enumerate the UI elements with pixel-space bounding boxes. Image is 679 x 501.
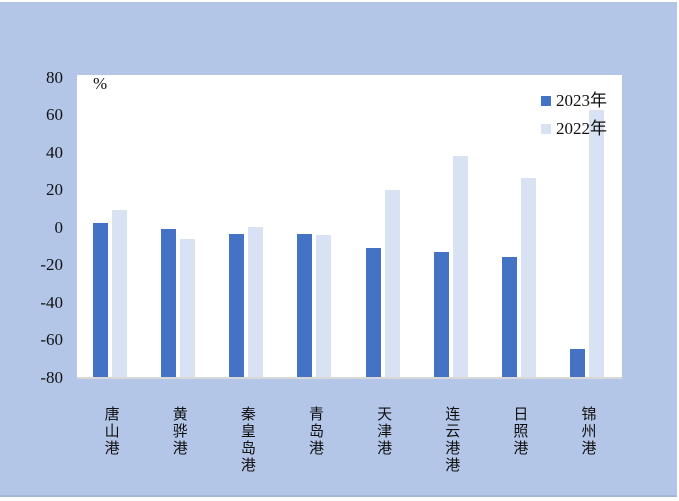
y-tick-label: 20 bbox=[46, 180, 63, 199]
legend-row-2023年: 2023年 bbox=[541, 87, 607, 115]
x-tick-label-天津港: 天津港 bbox=[375, 406, 392, 457]
bar-2023年-日照港 bbox=[501, 257, 517, 377]
bottom-border-line bbox=[0, 495, 679, 497]
y-tick-label: 0 bbox=[54, 217, 64, 237]
bar-2022年-青岛港 bbox=[316, 234, 332, 377]
bar-2023年-黄骅港 bbox=[161, 228, 177, 377]
bar-2022年-唐山港 bbox=[112, 210, 127, 377]
x-tick-label-连云港港: 连云港港 bbox=[443, 406, 460, 474]
x-tick-label-唐山港: 唐山港 bbox=[102, 406, 119, 457]
y-tick-label: 80 bbox=[46, 67, 63, 87]
bar-2022年-锦州港 bbox=[588, 109, 604, 377]
plot-area: % 2023年 2022年 bbox=[77, 75, 622, 379]
legend-row-2022年: 2022年 bbox=[541, 115, 607, 143]
bar-2022年-秦皇岛港 bbox=[248, 227, 264, 377]
legend-label: 2023年 bbox=[556, 91, 607, 110]
x-tick-label-锦州港: 锦州港 bbox=[579, 406, 596, 457]
bar-2023年-秦皇岛港 bbox=[229, 233, 245, 377]
bar-2023年-青岛港 bbox=[297, 233, 313, 377]
bar-2022年-日照港 bbox=[520, 178, 536, 377]
y-tick-label: -80 bbox=[40, 367, 63, 387]
x-tick-label-秦皇岛港: 秦皇岛港 bbox=[238, 406, 255, 474]
legend-swatch-icon bbox=[541, 96, 551, 106]
legend-swatch-icon bbox=[541, 124, 551, 134]
y-axis-unit-label: % bbox=[93, 74, 108, 93]
legend-label: 2022年 bbox=[556, 119, 607, 138]
bar-2022年-天津港 bbox=[384, 189, 400, 377]
bar-2023年-天津港 bbox=[365, 247, 381, 377]
bar-2022年-黄骅港 bbox=[180, 239, 196, 377]
bar-2022年-连云港港 bbox=[452, 155, 468, 377]
x-tick-label-青岛港: 青岛港 bbox=[306, 406, 323, 457]
y-tick-label: 60 bbox=[46, 105, 63, 124]
top-edge-strip bbox=[0, 0, 679, 2]
x-tick-label-黄骅港: 黄骅港 bbox=[170, 406, 187, 457]
y-tick-label: 40 bbox=[46, 142, 63, 162]
x-tick-label-日照港: 日照港 bbox=[511, 406, 528, 457]
right-edge-strip bbox=[677, 0, 679, 501]
bar-2023年-锦州港 bbox=[569, 348, 585, 377]
bottom-edge-strip bbox=[0, 497, 679, 501]
legend: 2023年 2022年 bbox=[541, 87, 607, 143]
y-tick-label: -40 bbox=[40, 292, 63, 312]
y-tick-label: -60 bbox=[40, 330, 63, 349]
y-tick-label: -20 bbox=[40, 255, 63, 274]
bar-2023年-连云港港 bbox=[433, 252, 449, 377]
x-axis: 唐山港 黄骅港 秦皇岛港 青岛港 天津港 连云港港 日照港 锦州港 bbox=[77, 406, 622, 496]
bar-2023年-唐山港 bbox=[93, 223, 108, 377]
